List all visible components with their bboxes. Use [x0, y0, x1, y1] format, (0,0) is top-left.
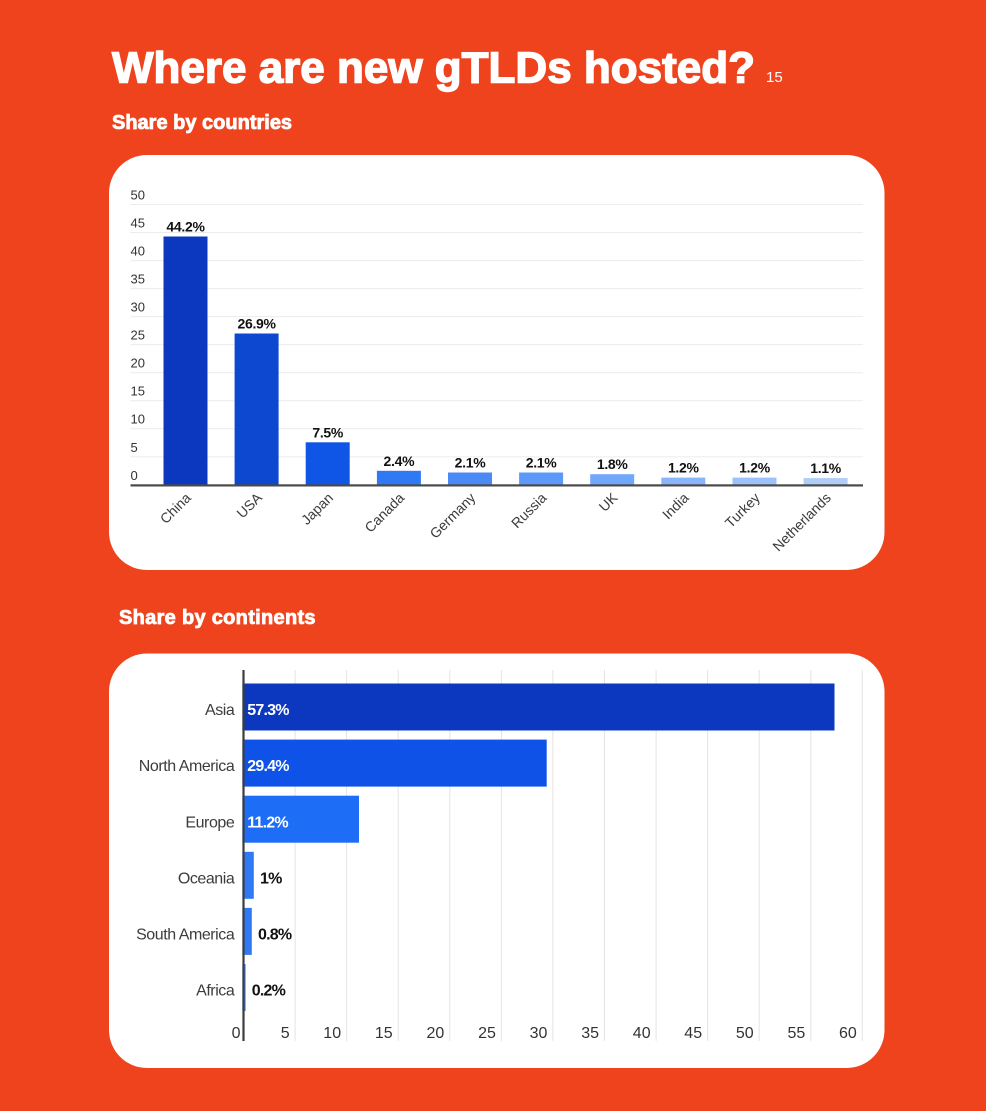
svg-text:2.1%: 2.1% — [455, 455, 487, 471]
svg-text:1.1%: 1.1% — [810, 460, 842, 476]
svg-text:0.2%: 0.2% — [252, 983, 286, 1000]
svg-text:35: 35 — [581, 1025, 599, 1042]
svg-text:1.8%: 1.8% — [597, 456, 629, 472]
svg-text:Europe: Europe — [185, 814, 234, 831]
svg-text:1.2%: 1.2% — [739, 460, 771, 476]
svg-text:11.2%: 11.2% — [247, 814, 288, 831]
svg-text:15: 15 — [766, 69, 783, 86]
svg-text:29.4%: 29.4% — [247, 758, 289, 775]
svg-text:7.5%: 7.5% — [312, 424, 344, 440]
svg-text:20: 20 — [427, 1025, 445, 1042]
svg-text:45: 45 — [684, 1025, 702, 1042]
svg-text:0: 0 — [232, 1025, 241, 1042]
svg-text:10: 10 — [131, 412, 145, 427]
svg-text:60: 60 — [839, 1025, 857, 1042]
svg-text:0: 0 — [131, 468, 138, 483]
svg-text:50: 50 — [736, 1025, 754, 1042]
svg-text:Where are new gTLDs hosted?: Where are new gTLDs hosted? — [112, 44, 755, 93]
svg-text:30: 30 — [131, 300, 145, 315]
svg-text:5: 5 — [281, 1025, 290, 1042]
svg-text:30: 30 — [530, 1025, 548, 1042]
svg-text:Asia: Asia — [205, 702, 235, 719]
svg-text:10: 10 — [323, 1025, 341, 1042]
svg-text:35: 35 — [131, 272, 145, 287]
svg-text:2.4%: 2.4% — [384, 453, 416, 469]
svg-text:50: 50 — [131, 188, 145, 203]
svg-text:20: 20 — [131, 356, 145, 371]
svg-text:25: 25 — [131, 328, 145, 343]
svg-text:0.8%: 0.8% — [258, 927, 292, 944]
svg-text:South America: South America — [136, 927, 235, 944]
svg-text:40: 40 — [131, 244, 145, 259]
svg-text:55: 55 — [788, 1025, 806, 1042]
svg-text:North America: North America — [139, 758, 235, 775]
svg-text:15: 15 — [375, 1025, 393, 1042]
svg-text:2.1%: 2.1% — [526, 455, 558, 471]
svg-text:44.2%: 44.2% — [166, 219, 205, 235]
svg-text:Africa: Africa — [196, 983, 235, 1000]
svg-text:5: 5 — [131, 440, 138, 455]
svg-text:Share by countries: Share by countries — [112, 112, 292, 134]
svg-text:25: 25 — [478, 1025, 496, 1042]
svg-text:26.9%: 26.9% — [237, 316, 276, 332]
svg-text:57.3%: 57.3% — [247, 702, 289, 719]
svg-text:1.2%: 1.2% — [668, 460, 700, 476]
svg-text:1%: 1% — [260, 870, 282, 887]
svg-text:15: 15 — [131, 384, 145, 399]
svg-text:45: 45 — [131, 216, 145, 231]
svg-text:40: 40 — [633, 1025, 651, 1042]
svg-text:Share by continents: Share by continents — [119, 607, 316, 629]
svg-text:Oceania: Oceania — [178, 870, 235, 887]
